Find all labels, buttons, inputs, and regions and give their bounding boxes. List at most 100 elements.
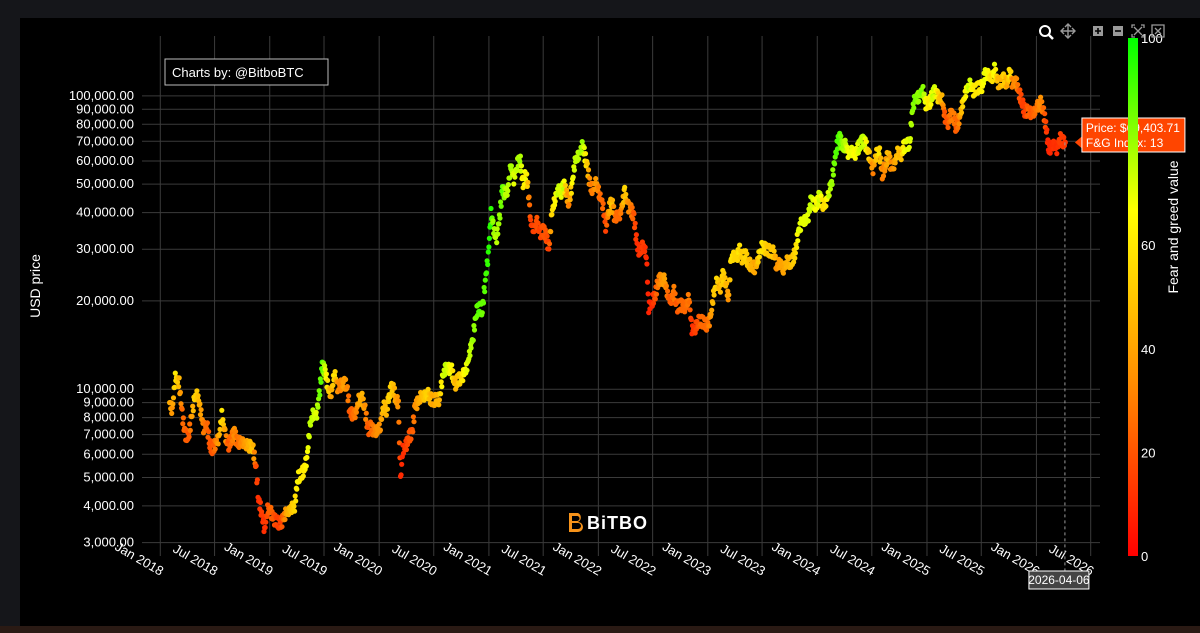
x-tick-label: Jan 2022 [551, 539, 605, 579]
price-point [179, 406, 185, 412]
price-point [257, 499, 263, 505]
price-point [1020, 97, 1026, 103]
price-point [567, 197, 573, 203]
price-point [176, 375, 182, 381]
price-point [482, 277, 488, 283]
zoom-in-icon[interactable] [1093, 26, 1103, 36]
x-tick-label: Jul 2020 [390, 541, 440, 579]
price-point [877, 159, 883, 165]
price-point [880, 173, 887, 179]
price-point [891, 166, 897, 172]
y-tick-label: 30,000.00 [76, 241, 134, 256]
grid-lines [142, 36, 1100, 556]
price-point [633, 236, 639, 242]
colorbar-title: Fear and greed value [1165, 160, 1181, 293]
date-label-box [1028, 570, 1090, 590]
price-point [595, 184, 602, 190]
zoom-out-icon[interactable] [1113, 26, 1123, 36]
price-point [744, 251, 750, 257]
price-point [467, 353, 473, 359]
price-point [313, 409, 319, 415]
price-point [525, 179, 531, 185]
price-point [1014, 76, 1020, 82]
y-tick-label: 6,000.00 [83, 446, 134, 461]
price-point [548, 229, 554, 235]
price-point [826, 193, 832, 199]
y-tick-label: 90,000.00 [76, 101, 134, 116]
price-point [945, 124, 951, 131]
price-point [600, 200, 606, 207]
price-point [217, 426, 223, 432]
price-point [920, 83, 926, 90]
price-point [653, 291, 660, 297]
price-point [755, 259, 761, 265]
zoom-icon[interactable] [1039, 25, 1054, 40]
price-point [408, 436, 414, 442]
price-point [866, 149, 873, 155]
price-point [494, 226, 500, 232]
price-point [1008, 68, 1014, 75]
price-point [895, 145, 901, 151]
price-point [823, 203, 829, 209]
price-point [194, 388, 200, 394]
price-point [307, 422, 314, 428]
price-point [622, 184, 628, 190]
y-tick-label: 8,000.00 [83, 410, 134, 425]
price-point [650, 300, 657, 306]
price-point [314, 415, 320, 421]
price-point [756, 254, 763, 260]
x-tick-label: Jul 2021 [499, 541, 549, 579]
price-point [425, 386, 431, 392]
price-point [268, 504, 274, 510]
price-point [951, 110, 957, 116]
price-point [546, 246, 552, 252]
colorbar-tick-label: 100 [1141, 31, 1163, 46]
price-point [711, 292, 717, 298]
price-point [597, 191, 603, 197]
price-point [398, 472, 404, 478]
price-point [323, 371, 329, 377]
price-point [362, 402, 368, 408]
price-point [576, 156, 582, 162]
price-point [377, 427, 383, 433]
price-point [291, 503, 297, 509]
price-point [190, 403, 196, 409]
price-point [505, 188, 511, 194]
price-point [617, 216, 623, 222]
autoscale-icon[interactable] [1131, 24, 1145, 38]
price-point [526, 194, 532, 200]
price-point [911, 105, 917, 111]
bottom-strip [0, 626, 1200, 633]
price-point [292, 493, 298, 499]
pan-icon[interactable] [1060, 23, 1076, 39]
y-tick-label: 4,000.00 [83, 498, 134, 513]
price-point [877, 145, 883, 151]
price-point [727, 277, 733, 283]
x-tick-label: Jul 2023 [718, 541, 768, 579]
price-point [328, 394, 334, 400]
price-point [391, 385, 398, 391]
price-point [792, 250, 799, 256]
price-point [558, 194, 564, 200]
price-point [169, 410, 175, 416]
y-tick-label: 7,000.00 [83, 427, 134, 442]
date-hover-label: 2026-04-06 [1028, 570, 1090, 590]
x-tick-label: Jul 2018 [170, 541, 220, 579]
price-point [386, 398, 392, 405]
price-point [645, 291, 651, 297]
reset-axes-icon[interactable] [1151, 24, 1165, 38]
price-point [535, 220, 541, 226]
price-point [770, 244, 776, 250]
price-point [581, 145, 587, 151]
price-point [395, 398, 401, 404]
y-tick-label: 40,000.00 [76, 205, 134, 220]
price-point [725, 297, 731, 303]
price-point [325, 377, 331, 383]
price-point [277, 519, 283, 525]
price-point [665, 288, 671, 294]
price-point [963, 93, 969, 100]
y-tick-label: 50,000.00 [76, 176, 134, 191]
price-point [818, 193, 824, 199]
x-tick-label: Jul 2019 [280, 541, 330, 579]
price-point [688, 317, 694, 323]
